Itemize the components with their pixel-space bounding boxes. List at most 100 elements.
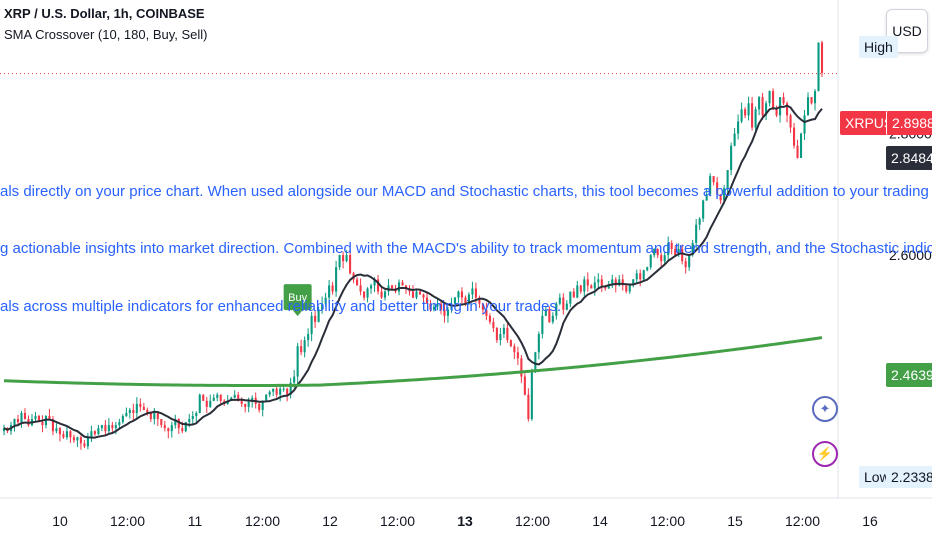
candle-body-107 [376, 279, 380, 292]
x-tick-label-2: 11 [188, 513, 203, 529]
candle-body-76 [268, 391, 271, 395]
candle-body-95 [335, 267, 338, 292]
symbol-legend[interactable]: XRP / U.S. Dollar, 1h, COINBASE [4, 6, 205, 21]
candle-body-80 [282, 388, 285, 390]
candle-body-191 [670, 242, 673, 249]
candle-body-88 [310, 315, 313, 335]
candle-body-16 [58, 428, 61, 435]
candle-body-62 [219, 394, 222, 401]
candle-body-70 [247, 400, 250, 407]
buy-signal-badge [283, 284, 312, 311]
candle-body-152 [534, 352, 537, 371]
candle-body-13 [48, 416, 51, 420]
candle-body-166 [583, 279, 586, 292]
candle-body-186 [653, 249, 656, 256]
candle-body-193 [677, 249, 680, 256]
candle-body-148 [520, 358, 523, 377]
candle-body-233 [817, 42, 820, 92]
candle-body-15 [55, 428, 58, 432]
candle-body-59 [209, 400, 212, 407]
sparkle-icon[interactable]: ✦ [812, 396, 838, 422]
candle-body-165 [579, 285, 582, 292]
candle-body-213 [747, 103, 750, 116]
currency-button[interactable]: USD [886, 9, 928, 53]
x-tick-label-11: 12:00 [785, 513, 820, 529]
candle-body-31 [111, 425, 114, 429]
candle-body-84 [296, 346, 299, 377]
candle-body-41 [146, 409, 149, 413]
candle-body-200 [702, 200, 705, 219]
candle-body-92 [324, 297, 327, 304]
candle-body-130 [457, 291, 460, 298]
candle-body-71 [251, 397, 254, 401]
candle-body-190 [667, 242, 670, 256]
x-tick-label-8: 14 [592, 513, 608, 529]
candle-body-33 [118, 422, 121, 426]
candle-body-208 [730, 145, 733, 171]
candle-body-139 [488, 315, 491, 322]
candle-body-106 [373, 279, 376, 286]
candle-body-30 [107, 425, 110, 432]
candle-body-119 [418, 291, 422, 295]
candle-body-141 [495, 327, 498, 341]
x-tick-label-9: 12:00 [650, 513, 685, 529]
candle-body-167 [586, 279, 589, 286]
candle-body-53 [188, 419, 191, 423]
candle-body-61 [216, 394, 219, 398]
candle-body-170 [597, 279, 600, 283]
candle-body-151 [530, 370, 533, 420]
x-tick-label-0: 10 [52, 513, 68, 529]
sma-slow-line [3, 336, 823, 387]
candle-body-46 [163, 425, 166, 429]
candle-body-221 [775, 109, 778, 116]
overlay-text-line-1: als directly on your price chart. When u… [0, 183, 932, 200]
candle-body-90 [317, 309, 320, 322]
candle-body-164 [576, 285, 579, 298]
candle-body-224 [786, 103, 789, 116]
candle-body-138 [485, 309, 488, 316]
sma-fast-price-tag: 2.8484 [886, 146, 932, 170]
candle-body-56 [198, 394, 201, 413]
candle-body-182 [639, 273, 642, 280]
candle-body-32 [114, 425, 117, 429]
candle-body-189 [663, 255, 666, 262]
candle-body-210 [737, 121, 740, 134]
candle-body-160 [562, 297, 565, 310]
x-tick-label-5: 12:00 [380, 513, 415, 529]
candle-body-60 [212, 397, 215, 401]
candle-body-195 [684, 261, 687, 268]
candle-body-18 [65, 431, 68, 438]
candle-body-25 [90, 431, 93, 438]
candle-body-142 [499, 334, 502, 341]
candle-body-203 [712, 176, 715, 183]
candle-body-50 [177, 419, 180, 429]
candle-body-49 [174, 419, 177, 426]
candle-body-91 [321, 303, 324, 310]
candle-body-52 [184, 422, 187, 432]
lightning-icon[interactable]: ⚡ [812, 441, 838, 467]
candle-body-146 [513, 346, 516, 353]
candle-body-225 [789, 115, 792, 128]
candle-body-37 [132, 409, 135, 413]
low-marker-value: 2.2338 [886, 466, 932, 488]
candle-body-155 [544, 309, 547, 316]
candle-body-11 [41, 422, 44, 426]
candle-body-202 [709, 176, 712, 195]
candle-body-128 [450, 303, 453, 310]
low-marker-label: Low [859, 466, 895, 488]
candle-body-125 [439, 303, 443, 310]
candle-body-87 [307, 334, 310, 341]
indicator-legend[interactable]: SMA Crossover (10, 180, Buy, Sell) [4, 27, 208, 42]
candle-body-111 [390, 285, 394, 289]
candle-body-159 [558, 297, 561, 304]
candle-body-168 [590, 285, 593, 289]
candle-body-86 [303, 340, 306, 353]
candle-body-79 [279, 388, 282, 395]
y-tick-label-1: 2.6000 [889, 247, 932, 263]
candle-body-27 [97, 428, 100, 435]
candle-body-97 [342, 255, 345, 262]
high-marker-label: High [859, 36, 898, 58]
candle-body-181 [635, 273, 638, 280]
